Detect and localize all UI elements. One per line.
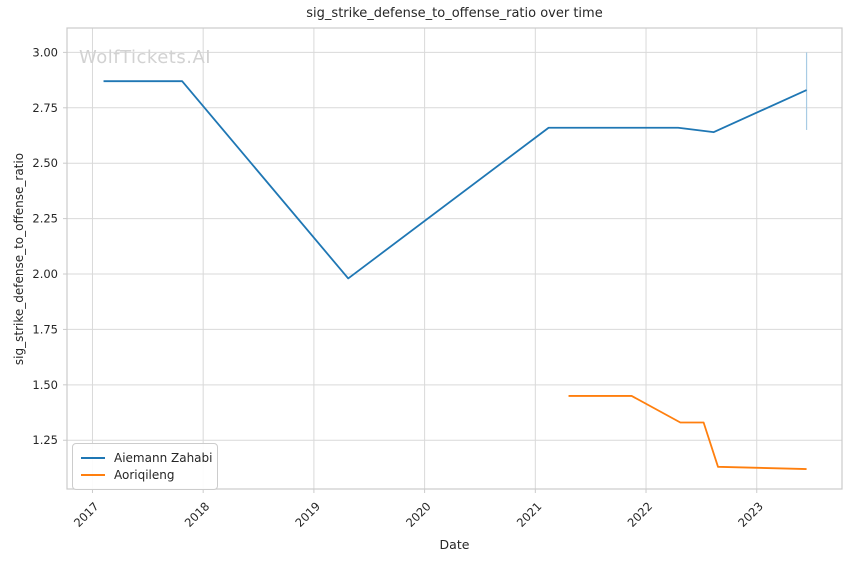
x-tick-label: 2019 (292, 499, 323, 530)
y-tick-label: 2.00 (32, 267, 58, 281)
y-tick-label: 2.25 (32, 212, 58, 226)
legend-line-swatch-icon (81, 473, 105, 476)
x-tick-label: 2021 (514, 499, 545, 530)
x-tick-label: 2017 (71, 499, 102, 530)
legend: Aiemann Zahabi Aoriqileng (72, 443, 218, 490)
y-tick-label: 2.75 (32, 101, 58, 115)
chart-title: sig_strike_defense_to_offense_ratio over… (306, 6, 603, 21)
legend-label: Aoriqileng (114, 467, 175, 482)
x-tick-label: 2018 (182, 499, 213, 530)
y-axis-label: sig_strike_defense_to_offense_ratio (12, 152, 26, 366)
legend-line-swatch-icon (81, 456, 105, 459)
x-tick-label: 2022 (625, 499, 656, 530)
x-axis-label: Date (439, 537, 470, 552)
y-tick-label: 1.50 (32, 378, 58, 392)
x-tick-label: 2023 (735, 499, 766, 530)
legend-item-aiemann-zahabi: Aiemann Zahabi (81, 449, 212, 466)
series-line-aoriqileng (568, 395, 807, 470)
legend-label: Aiemann Zahabi (114, 450, 213, 465)
plot-border (66, 27, 843, 490)
x-tick-label: 2020 (403, 499, 434, 530)
y-tick-label: 2.50 (32, 156, 58, 170)
legend-item-aoriqileng: Aoriqileng (81, 466, 207, 483)
series-line-aiemann-zahabi (103, 80, 807, 280)
watermark: WolfTickets.AI (79, 47, 212, 68)
y-tick-label: 1.75 (32, 322, 58, 336)
y-tick-label: 3.00 (32, 45, 58, 59)
y-tick-label: 1.25 (32, 433, 58, 447)
